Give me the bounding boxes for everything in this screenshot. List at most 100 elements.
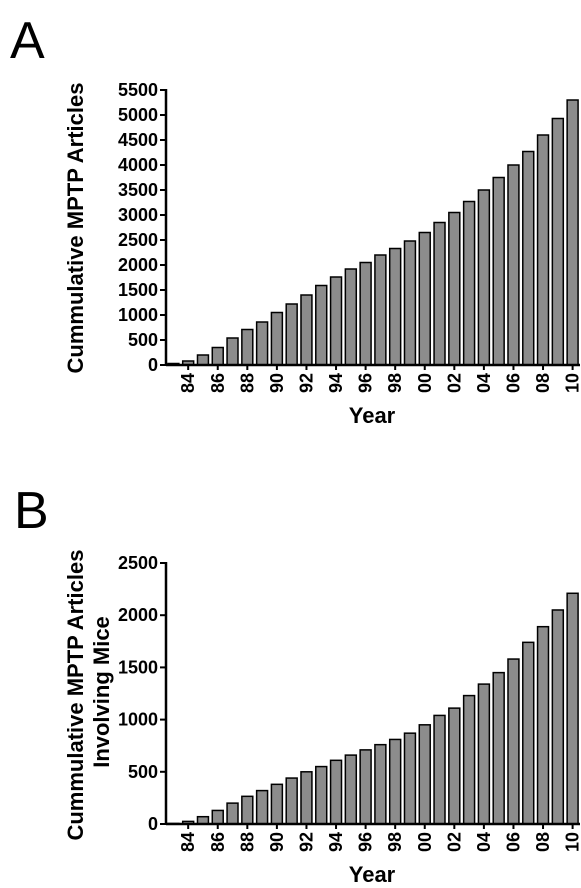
panel-b-bar-95 [344,754,358,825]
panel-b-y-tick-label: 1500 [118,657,158,677]
panel-a-bar-87 [226,337,239,366]
panel-b-bar-92 [300,771,313,825]
panel-b-x-tick-label: 08 [533,832,553,852]
panel-a-y-tick-label: 3500 [118,180,158,200]
panel-a-bar-88 [241,328,254,366]
panel-a-x-tick-label: 92 [296,373,316,393]
panel-a-y-tick-label: 2000 [118,255,158,275]
panel-b-x-tick-label: 04 [474,832,494,852]
panel-b-letter: B [14,482,49,540]
panel-a-bar-03 [462,200,476,366]
panel-a-y-tick-label: 1500 [118,280,158,300]
panel-a-bar-05 [492,176,505,366]
panel-b-x-tick-label: 10 [563,832,581,852]
panel-b-y-axis-title-line-2: Involving Mice [89,616,114,768]
panel-b-bar-02 [448,707,461,825]
panel-b-bar-00 [418,724,431,825]
panel-b-bar-86 [211,809,224,825]
panel-b-y-tick-label: 2500 [118,553,158,573]
panel-a-y-tick-label: 2500 [118,230,158,250]
panel-a-y-tick-label: 5000 [118,105,158,125]
panel-a-bar-04 [477,189,491,366]
panel-a-bar-09 [551,117,565,366]
panel-b-x-axis-title: Year [349,862,396,887]
panel-b-bar-10 [566,592,579,825]
panel-a-bar-07 [522,150,535,366]
panel-a-x-tick-label: 88 [237,373,257,393]
panel-a-y-tick-label: 1000 [118,305,158,325]
panel-b-y-tick-label: 0 [148,814,158,834]
panel-a-bar-85 [196,354,210,366]
panel-a-x-tick-label: 02 [444,373,464,393]
panel-b-bar-98 [388,738,402,825]
panel-a-x-tick-label: 10 [563,373,581,393]
panel-a-y-tick-label: 4000 [118,155,158,175]
panel-a-y-tick-label: 3000 [118,205,158,225]
panel-b-bar-93 [315,765,328,825]
panel-b: B 0 500 1000 1500 2000 2500 84 86 88 90 92 94 96 98 00… [14,482,581,887]
panel-a-x-tick-label: 06 [503,373,523,393]
panel-a-bar-01 [433,221,446,366]
panel-a-bar-93 [315,284,328,366]
panel-a-y-axis-title: Cummulative MPTP Articles [63,83,88,374]
panel-a-y-tick-label: 5500 [118,80,158,100]
panel-a-x-tick-label: 90 [267,373,287,393]
panel-b-bar-89 [255,789,269,825]
panel-b-bar-08 [536,625,550,825]
panel-a-x-tick-label: 04 [474,373,494,393]
panel-b-bar-91 [285,777,298,825]
panel-a-bar-99 [403,240,417,366]
panel-b-bar-01 [433,714,446,825]
panel-a-x-tick-label: 96 [356,373,376,393]
panel-b-bar-09 [551,609,565,825]
panel-b-x-tick-label: 00 [415,832,435,852]
panel-b-plot: 0 500 1000 1500 2000 2500 84 86 88 90 92 94 96 98 00 02… [118,553,581,852]
panel-b-bar-06 [507,658,520,825]
panel-b-bar-07 [522,641,535,825]
panel-a-x-tick-label: 00 [415,373,435,393]
panel-a-bar-98 [388,247,402,366]
panel-a-x-tick-label: 84 [178,373,198,393]
panel-a-bar-89 [255,321,269,366]
panel-a-x-tick-label: 86 [208,373,228,393]
panel-b-bar-05 [492,671,505,825]
panel-a-x-tick-label: 98 [385,373,405,393]
panel-a-bar-00 [418,231,431,366]
panel-a-bar-97 [374,254,387,366]
panel-a-y-tick-label: 4500 [118,130,158,150]
panel-b-x-tick-label: 02 [444,832,464,852]
panel-a: A 05001000150020002500300035004000450050… [10,12,581,428]
panel-b-bar-04 [477,683,491,825]
panel-b-x-tick-label: 90 [267,832,287,852]
panel-a-bar-91 [285,303,298,366]
panel-b-x-tick-label: 88 [237,832,257,852]
panel-a-bar-10 [566,99,579,366]
panel-b-x-tick-label: 86 [208,832,228,852]
panel-b-bar-90 [270,783,284,825]
panel-a-plot: 0500100015002000250030003500400045005000… [118,80,581,393]
panel-a-bar-06 [507,164,520,366]
panel-a-x-axis-title: Year [349,403,396,428]
panel-b-y-tick-label: 500 [128,762,158,782]
panel-a-bar-08 [536,134,550,366]
panel-b-y-axis-title-line-1: Cummulative MPTP Articles [63,550,88,841]
panel-a-x-tick-label: 94 [326,373,346,393]
panel-b-bar-87 [226,802,239,825]
panel-a-bar-95 [344,268,358,366]
panel-b-bar-03 [462,694,476,825]
panel-a-bar-86 [211,346,224,366]
panel-b-x-tick-label: 84 [178,832,198,852]
panel-a-bar-92 [300,294,313,366]
panel-a-y-tick-label: 500 [128,330,158,350]
panel-a-bar-02 [448,211,461,366]
panel-b-y-tick-label: 1000 [118,710,158,730]
panel-b-bar-99 [403,732,417,825]
panel-b-y-tick-label: 2000 [118,605,158,625]
panel-b-bar-97 [374,743,387,825]
panel-b-bar-88 [241,795,254,825]
panel-a-bar-94 [329,276,343,366]
panel-a-x-tick-label: 08 [533,373,553,393]
panel-b-x-tick-label: 92 [296,832,316,852]
panel-a-bar-90 [270,311,284,366]
